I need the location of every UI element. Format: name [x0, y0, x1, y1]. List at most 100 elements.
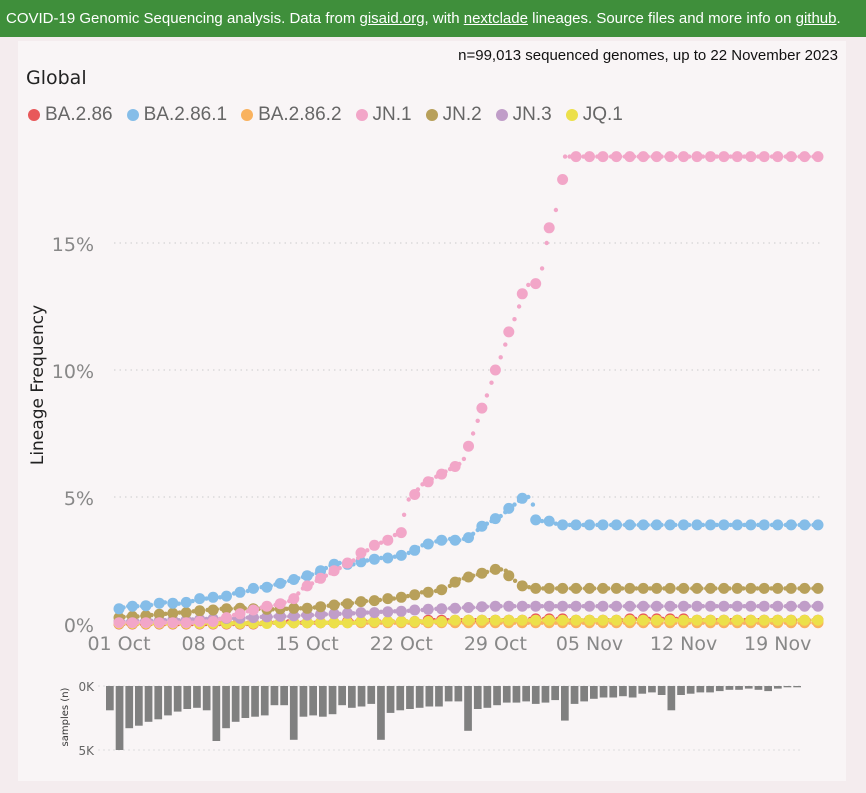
series-point-small [553, 604, 559, 609]
series-point [288, 593, 300, 605]
sample-bar [609, 686, 618, 698]
x-tick-label: 19 Nov [744, 633, 811, 655]
sample-bar [541, 686, 550, 703]
series-point [543, 582, 555, 594]
sample-bar [435, 686, 443, 707]
series-point [207, 604, 219, 616]
series-point [368, 607, 380, 619]
series-point [745, 151, 757, 163]
series-point [557, 582, 569, 594]
legend-item[interactable]: JQ.1 [565, 104, 623, 126]
series-point [489, 600, 501, 612]
series-point-small [634, 586, 639, 591]
series-point [530, 600, 542, 612]
series-point [543, 222, 555, 234]
series-point [503, 502, 515, 514]
gisaid-link[interactable]: gisaid.org [359, 10, 425, 27]
series-point-small [526, 282, 531, 288]
series-point-small [516, 304, 522, 309]
sample-bar [367, 686, 376, 704]
sample-bar [715, 686, 724, 692]
x-tick-label: 15 Oct [276, 633, 339, 655]
x-tick-label: 05 Nov [556, 633, 623, 655]
series-point [731, 582, 743, 594]
series-point-small [562, 154, 568, 159]
series-point [516, 614, 528, 626]
x-tick-label: 12 Nov [650, 633, 717, 655]
legend-item[interactable]: JN.3 [495, 104, 552, 126]
legend-label: BA.2.86.1 [143, 104, 228, 125]
series-point [463, 602, 474, 613]
legend-item[interactable]: BA.2.86.1 [126, 104, 228, 126]
series-point [637, 582, 649, 594]
legend-item[interactable]: BA.2.86.2 [241, 104, 342, 126]
sample-bar [667, 686, 676, 711]
series-point [476, 402, 488, 414]
series-point [301, 602, 313, 614]
series-point [328, 599, 340, 611]
series-point [772, 614, 784, 626]
legend-item[interactable]: JN.2 [425, 104, 482, 126]
series-point [395, 605, 407, 617]
series-point [167, 617, 179, 629]
series-point [261, 581, 273, 593]
series-point [221, 603, 232, 615]
sample-bar [638, 686, 647, 694]
sample-bar [706, 686, 714, 693]
nextclade-link[interactable]: nextclade [463, 10, 528, 27]
series-point [274, 610, 286, 622]
series-point [355, 547, 367, 559]
sample-bar [783, 686, 792, 688]
series-point [476, 601, 488, 613]
series-point [718, 519, 730, 531]
series-point [342, 598, 353, 610]
series-point [274, 598, 286, 610]
series-point [610, 614, 622, 626]
sample-bar [231, 686, 240, 722]
series-point [516, 600, 528, 612]
series-point [705, 600, 716, 612]
legend-swatch [565, 109, 578, 121]
sample-bar [454, 686, 463, 702]
legend-swatch [425, 109, 438, 121]
sample-bar [628, 686, 637, 698]
series-point [113, 617, 125, 629]
sample-bar [164, 686, 172, 716]
series-point-small [553, 207, 559, 213]
sample-bar [512, 686, 521, 703]
legend-item[interactable]: JN.1 [355, 104, 412, 126]
sample-bar [619, 686, 627, 697]
series-point [597, 600, 609, 612]
series-point [503, 326, 515, 338]
series-point [718, 600, 730, 612]
series-point [476, 614, 488, 626]
sample-bar [531, 686, 540, 704]
series-point [530, 582, 542, 594]
series-point [463, 571, 474, 583]
series-point [436, 468, 448, 480]
legend-label: JQ.1 [582, 104, 623, 125]
chart-panel: n=99,013 sequenced genomes, up to 22 Nov… [18, 41, 846, 781]
banner-text: COVID-19 Genomic Sequencing analysis. Da… [6, 10, 360, 27]
series-point [489, 513, 501, 525]
series-point [691, 614, 703, 626]
sample-bar [125, 686, 134, 729]
sample-bar [289, 686, 298, 740]
series-point-small [513, 618, 518, 623]
series-point [530, 514, 542, 526]
series-point [584, 582, 595, 594]
series-point-small [553, 521, 559, 526]
series-point [261, 600, 273, 612]
x-tick-label: 08 Oct [182, 633, 245, 655]
series-point [503, 570, 515, 582]
series-point [368, 595, 380, 607]
github-link[interactable]: github [795, 10, 837, 27]
series-point-small [530, 502, 536, 507]
series-point [570, 614, 582, 626]
series-point [785, 582, 797, 594]
series-point [449, 602, 461, 614]
series-point-small [204, 619, 209, 624]
legend-item[interactable]: BA.2.86 [28, 104, 113, 126]
series-point-small [512, 317, 517, 322]
series-point [342, 607, 353, 619]
